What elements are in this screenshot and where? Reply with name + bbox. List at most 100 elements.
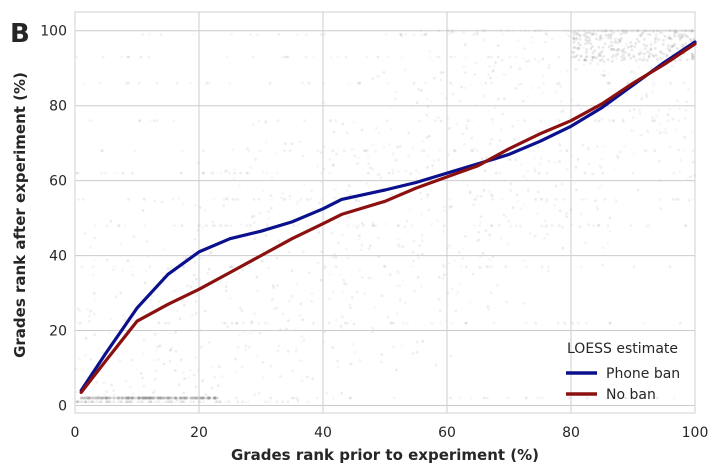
scatter-point [462, 65, 466, 69]
scatter-point [415, 350, 419, 354]
scatter-point [347, 184, 350, 187]
scatter-point [682, 149, 686, 153]
scatter-point [426, 165, 430, 169]
scatter-point [349, 306, 352, 310]
scatter-point [129, 385, 133, 389]
scatter-point [190, 313, 194, 317]
scatter-point [385, 119, 389, 123]
scatter-point [277, 119, 281, 123]
scatter-point [117, 224, 121, 228]
scatter-point [174, 396, 177, 400]
scatter-point [194, 300, 198, 304]
scatter-point [591, 45, 594, 49]
scatter-point [555, 82, 559, 86]
scatter-point [264, 140, 268, 144]
scatter-point [546, 232, 549, 236]
scatter-point [368, 244, 372, 248]
scatter-point [534, 234, 537, 238]
scatter-point [183, 377, 187, 380]
scatter-point [236, 400, 240, 404]
scatter-point [155, 81, 159, 85]
scatter-point [594, 33, 598, 36]
scatter-point [610, 32, 613, 36]
scatter-point [249, 331, 252, 335]
scatter-point [138, 396, 142, 400]
scatter-point [258, 211, 262, 215]
scatter-point [299, 198, 303, 201]
scatter-point [377, 173, 381, 176]
scatter-point [346, 216, 350, 219]
scatter-point [496, 284, 499, 287]
scatter-point [582, 63, 585, 66]
scatter-point [400, 344, 404, 347]
scatter-point [234, 370, 238, 374]
scatter-point [125, 400, 128, 404]
scatter-point [579, 107, 583, 111]
scatter-point [586, 396, 589, 400]
scatter-point [490, 137, 493, 141]
scatter-point [489, 193, 493, 196]
scatter-point [132, 318, 135, 321]
scatter-point [561, 226, 564, 229]
scatter-point [276, 284, 279, 287]
scatter-point [235, 321, 239, 325]
scatter-point [332, 130, 336, 134]
scatter-point [592, 55, 595, 59]
scatter-point [504, 215, 508, 219]
scatter-point [524, 60, 528, 63]
scatter-point [506, 243, 509, 246]
scatter-point [689, 175, 692, 179]
scatter-point [282, 198, 286, 201]
scatter-point [612, 167, 616, 170]
scatter-point [479, 220, 482, 224]
scatter-point [691, 54, 694, 58]
scatter-point [514, 158, 518, 162]
scatter-point [584, 42, 587, 46]
scatter-point [638, 34, 642, 37]
scatter-point [382, 146, 386, 149]
scatter-point [95, 380, 98, 384]
scatter-point [307, 271, 311, 274]
scatter-point [128, 400, 132, 404]
legend-label: Phone ban [606, 366, 680, 382]
scatter-point [631, 171, 635, 175]
scatter-point [138, 119, 142, 123]
scatter-point [385, 33, 388, 36]
scatter-point [76, 307, 80, 310]
scatter-point [380, 294, 384, 298]
scatter-point [86, 307, 89, 311]
scatter-point [524, 321, 528, 325]
scatter-point [608, 321, 612, 325]
scatter-point [142, 396, 146, 400]
scatter-point [384, 222, 388, 226]
scatter-point [124, 396, 128, 400]
scatter-point [283, 149, 286, 153]
scatter-point [78, 309, 81, 312]
scatter-point [257, 119, 261, 123]
scatter-point [298, 359, 302, 362]
scatter-point [159, 344, 162, 347]
scatter-point [466, 183, 469, 187]
scatter-point [633, 45, 637, 48]
scatter-point [482, 396, 486, 400]
scatter-point [301, 318, 304, 322]
scatter-point [193, 237, 197, 241]
scatter-point [611, 59, 615, 63]
scatter-point [214, 400, 218, 404]
scatter-point [639, 34, 643, 38]
scatter-point [600, 166, 603, 170]
scatter-point [600, 74, 604, 77]
scatter-point [225, 197, 229, 200]
scatter-point [295, 346, 298, 350]
scatter-point [440, 92, 444, 96]
scatter-point [363, 292, 367, 296]
scatter-point [442, 230, 445, 234]
scatter-point [215, 400, 219, 404]
scatter-point [149, 400, 153, 404]
scatter-point [263, 400, 266, 404]
scatter-point [155, 349, 158, 353]
scatter-point [263, 321, 267, 325]
scatter-point [124, 400, 128, 404]
scatter-point [681, 35, 685, 39]
scatter-point [207, 396, 211, 400]
